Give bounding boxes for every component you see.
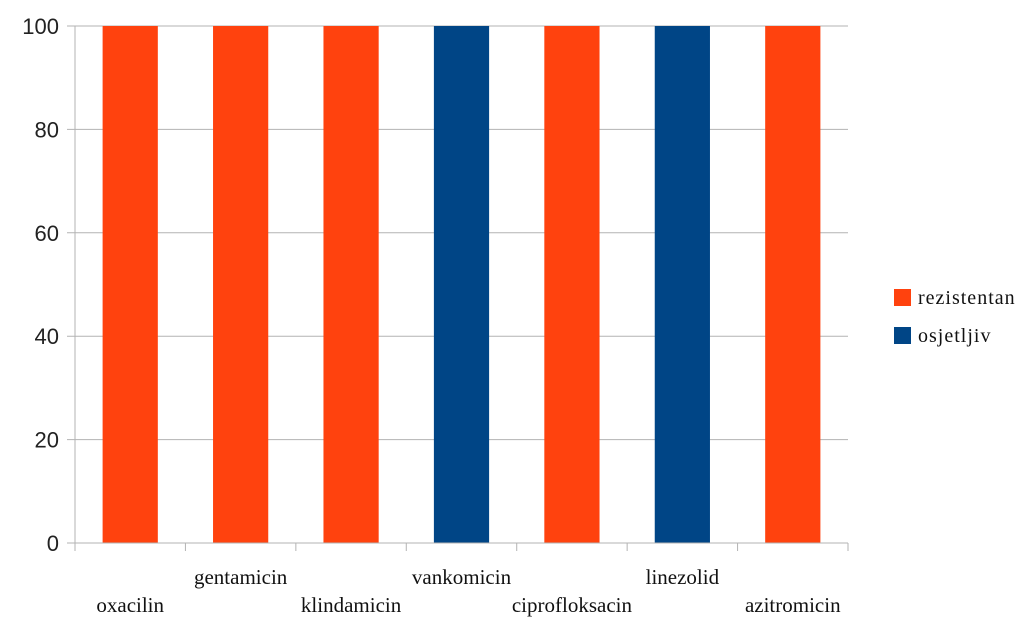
x-tick-label: linezolid bbox=[646, 565, 720, 589]
bar-azitromicin-rezistentan bbox=[765, 26, 821, 543]
bar-vankomicin-osjetljiv bbox=[433, 26, 490, 543]
x-tick-label: gentamicin bbox=[194, 565, 288, 589]
y-tick-labels: 0 20 40 60 80 100 bbox=[22, 14, 59, 556]
x-tick-labels: oxacilin gentamicin klindamicin vankomicinc… bbox=[96, 565, 841, 617]
y-tick-label: 0 bbox=[47, 531, 59, 556]
y-tick-label: 60 bbox=[35, 221, 59, 246]
x-tick-label: klindamicin bbox=[301, 593, 402, 617]
bar-ciprofloksacin-rezistentan bbox=[544, 26, 600, 543]
y-tick-label: 20 bbox=[35, 428, 59, 453]
x-tick-label: azitromicin bbox=[745, 593, 841, 617]
y-tick-label: 100 bbox=[22, 14, 59, 39]
bar-oxacilin-rezistentan bbox=[102, 26, 158, 543]
y-tick-label: 80 bbox=[35, 117, 59, 142]
bar-klindamicin-rezistentan bbox=[323, 26, 379, 543]
y-tick-label: 40 bbox=[35, 324, 59, 349]
legend-label: rezistentan bbox=[918, 287, 1016, 309]
x-tick-label: vankomicin bbox=[412, 565, 512, 589]
axes bbox=[74, 26, 849, 551]
legend: rezistentan osjetljiv bbox=[894, 287, 1016, 347]
legend-swatch bbox=[894, 289, 911, 306]
bar-linezolid-osjetljiv bbox=[654, 26, 710, 543]
legend-swatch bbox=[894, 327, 911, 344]
bars bbox=[102, 26, 821, 543]
x-tick-label: ciprofloksacin bbox=[512, 593, 633, 617]
x-tick-label: oxacilin bbox=[96, 593, 164, 617]
bar-gentamicin-rezistentan bbox=[213, 26, 269, 543]
legend-label: osjetljiv bbox=[918, 325, 991, 347]
